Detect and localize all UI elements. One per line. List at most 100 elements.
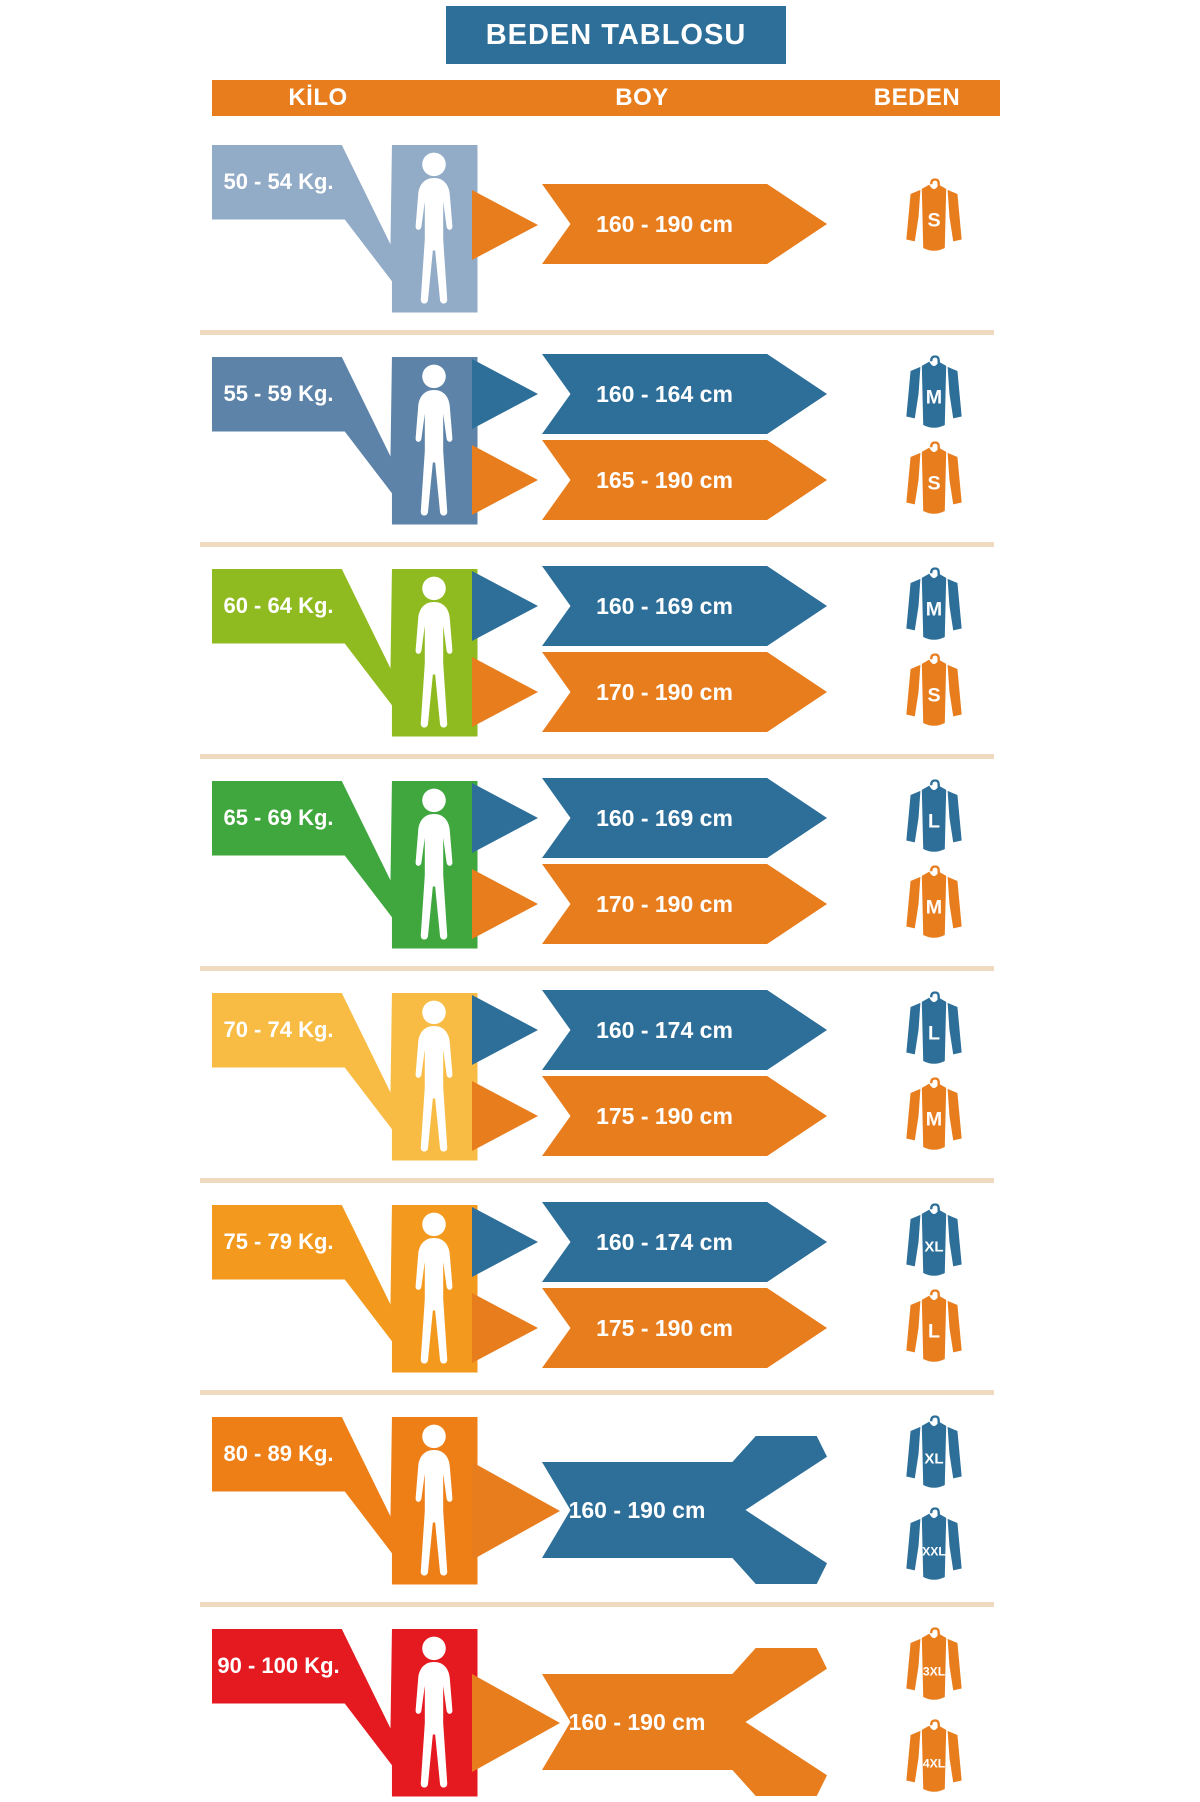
row-divider <box>200 1178 994 1183</box>
weight-banner: 80 - 89 Kg. <box>212 1417 478 1585</box>
svg-text:M: M <box>926 386 942 408</box>
svg-text:XL: XL <box>924 1450 943 1467</box>
size-rows: 50 - 54 Kg. 160 - 190 cm S 55 - 59 Kg. 160 -… <box>0 120 1200 1800</box>
page-title: BEDEN TABLOSU <box>446 6 786 64</box>
weight-banner: 90 - 100 Kg. <box>212 1629 478 1797</box>
arrowhead-icon <box>472 445 538 515</box>
height-arrow: 160 - 174 cm <box>542 1202 827 1282</box>
weight-label: 75 - 79 Kg. <box>223 1229 334 1254</box>
arrowhead-icon <box>472 1462 560 1560</box>
height-arrow: 175 - 190 cm <box>542 1076 827 1156</box>
row-divider <box>200 330 994 335</box>
person-icon <box>405 362 463 520</box>
shirt-icon: S <box>904 176 964 258</box>
height-arrow: 160 - 190 cm <box>542 1648 827 1796</box>
svg-text:L: L <box>928 1022 940 1044</box>
shirt-icon: L <box>904 1287 964 1369</box>
svg-text:XXL: XXL <box>922 1544 946 1558</box>
weight-banner: 70 - 74 Kg. <box>212 993 478 1161</box>
svg-text:S: S <box>927 684 940 706</box>
svg-text:M: M <box>926 598 942 620</box>
shirt-icon: XL <box>904 1201 964 1283</box>
weight-label: 50 - 54 Kg. <box>223 169 334 194</box>
height-arrow: 170 - 190 cm <box>542 652 827 732</box>
height-arrow: 160 - 169 cm <box>542 566 827 646</box>
column-header-boy: BOY <box>615 84 669 111</box>
row-divider <box>200 542 994 547</box>
shirt-icon: L <box>904 777 964 859</box>
person-icon <box>405 1422 463 1580</box>
person-icon <box>405 1634 463 1792</box>
arrowhead-icon <box>472 1674 560 1772</box>
arrowhead-icon <box>472 869 538 939</box>
weight-banner: 75 - 79 Kg. <box>212 1205 478 1373</box>
arrowhead-icon <box>472 995 538 1065</box>
svg-text:S: S <box>927 472 940 494</box>
size-row: 90 - 100 Kg. 160 - 190 cm 3XL 4XL <box>0 1604 1200 1800</box>
arrowhead-icon <box>472 1293 538 1363</box>
column-header-beden: BEDEN <box>873 84 961 111</box>
height-arrow: 160 - 174 cm <box>542 990 827 1070</box>
height-arrow: 160 - 169 cm <box>542 778 827 858</box>
column-header-kilo: KİLO <box>288 84 348 111</box>
svg-text:S: S <box>927 209 940 231</box>
row-divider <box>200 1390 994 1395</box>
arrowhead-icon <box>472 1207 538 1277</box>
arrowhead-icon <box>472 571 538 641</box>
person-icon <box>405 998 463 1156</box>
shirt-icon: XL <box>904 1413 964 1495</box>
weight-banner: 55 - 59 Kg. <box>212 357 478 525</box>
person-icon <box>405 1210 463 1368</box>
weight-banner: 60 - 64 Kg. <box>212 569 478 737</box>
arrowhead-icon <box>472 657 538 727</box>
size-row: 55 - 59 Kg. 160 - 164 cm 165 - 190 cm M S <box>0 332 1200 547</box>
height-arrow: 165 - 190 cm <box>542 440 827 520</box>
arrowhead-icon <box>472 190 538 260</box>
size-row: 65 - 69 Kg. 160 - 169 cm 170 - 190 cm L M <box>0 756 1200 971</box>
shirt-icon: M <box>904 353 964 435</box>
weight-banner: 50 - 54 Kg. <box>212 145 478 313</box>
weight-banner: 65 - 69 Kg. <box>212 781 478 949</box>
svg-text:4XL: 4XL <box>923 1756 946 1770</box>
shirt-icon: S <box>904 439 964 521</box>
svg-text:3XL: 3XL <box>923 1664 946 1678</box>
height-arrow: 175 - 190 cm <box>542 1288 827 1368</box>
weight-label: 55 - 59 Kg. <box>223 381 334 406</box>
size-row: 60 - 64 Kg. 160 - 169 cm 170 - 190 cm M S <box>0 544 1200 759</box>
size-row: 80 - 89 Kg. 160 - 190 cm XL XXL <box>0 1392 1200 1607</box>
svg-text:L: L <box>928 810 940 832</box>
height-arrow: 160 - 164 cm <box>542 354 827 434</box>
svg-text:M: M <box>926 896 942 918</box>
shirt-icon: M <box>904 863 964 945</box>
shirt-icon: M <box>904 1075 964 1157</box>
person-icon <box>405 574 463 732</box>
shirt-icon: S <box>904 651 964 733</box>
weight-label: 60 - 64 Kg. <box>223 593 334 618</box>
arrowhead-icon <box>472 783 538 853</box>
size-row: 75 - 79 Kg. 160 - 174 cm 175 - 190 cm XL L <box>0 1180 1200 1395</box>
weight-label: 70 - 74 Kg. <box>223 1017 334 1042</box>
row-divider <box>200 966 994 971</box>
shirt-icon: 4XL <box>904 1717 964 1799</box>
svg-text:M: M <box>926 1108 942 1130</box>
height-arrow: 160 - 190 cm <box>542 184 827 264</box>
shirt-icon: 3XL <box>904 1625 964 1707</box>
weight-label: 80 - 89 Kg. <box>223 1441 334 1466</box>
size-row: 70 - 74 Kg. 160 - 174 cm 175 - 190 cm L M <box>0 968 1200 1183</box>
weight-label: 90 - 100 Kg. <box>217 1653 340 1678</box>
svg-text:XL: XL <box>924 1238 943 1255</box>
row-divider <box>200 1602 994 1607</box>
svg-text:L: L <box>928 1320 940 1342</box>
row-divider <box>200 754 994 759</box>
column-header-bar: KİLO BOY BEDEN <box>212 80 1000 116</box>
height-arrow: 170 - 190 cm <box>542 864 827 944</box>
shirt-icon: XXL <box>904 1505 964 1587</box>
arrowhead-icon <box>472 359 538 429</box>
arrowhead-icon <box>472 1081 538 1151</box>
size-row: 50 - 54 Kg. 160 - 190 cm S <box>0 120 1200 335</box>
person-icon <box>405 150 463 308</box>
shirt-icon: M <box>904 565 964 647</box>
weight-label: 65 - 69 Kg. <box>223 805 334 830</box>
shirt-icon: L <box>904 989 964 1071</box>
height-arrow: 160 - 190 cm <box>542 1436 827 1584</box>
